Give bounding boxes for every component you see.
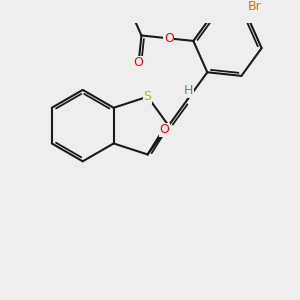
Text: O: O [134,56,143,69]
Text: O: O [164,32,174,45]
Text: H: H [184,84,193,97]
Text: Br: Br [248,0,262,13]
Text: S: S [144,90,152,103]
Text: O: O [159,123,169,136]
